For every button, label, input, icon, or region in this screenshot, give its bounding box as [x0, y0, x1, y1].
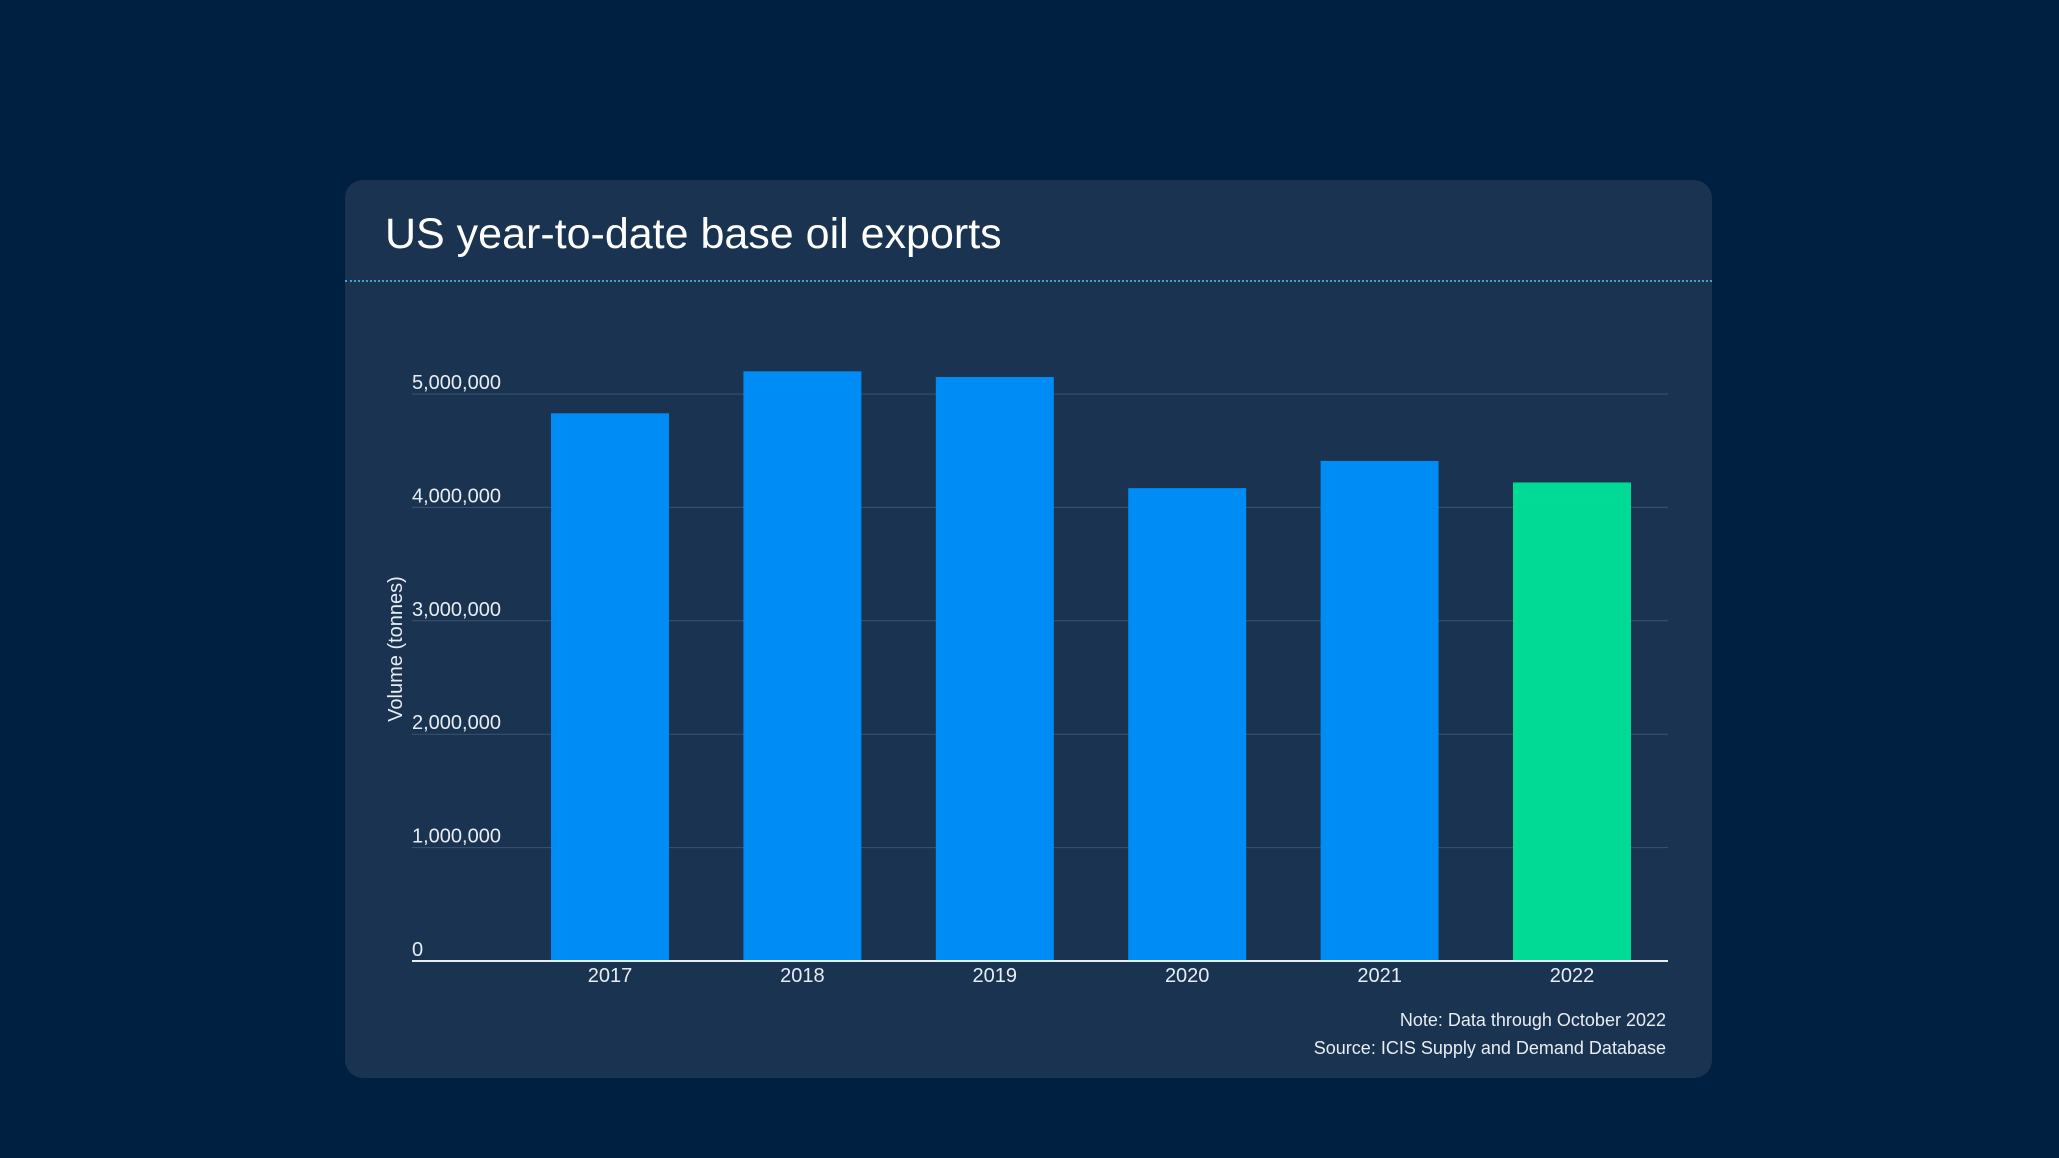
bar-2021 [1320, 460, 1439, 961]
title-divider [345, 280, 1712, 282]
y-tick-label: 4,000,000 [412, 485, 501, 507]
x-tick-label: 2020 [1165, 965, 1210, 987]
y-axis-label: Volume (tonnes) [385, 576, 407, 722]
x-tick-label: 2021 [1357, 965, 1402, 987]
x-tick-label: 2022 [1550, 965, 1595, 987]
x-tick-label: 2017 [588, 965, 633, 987]
chart-title: US year-to-date base oil exports [385, 210, 1002, 258]
bar-2020 [1128, 488, 1247, 961]
y-tick-label: 2,000,000 [412, 712, 501, 734]
y-tick-label: 1,000,000 [412, 826, 501, 848]
y-tick-label: 5,000,000 [412, 372, 501, 394]
chart-source: Source: ICIS Supply and Demand Database [1313, 1038, 1666, 1058]
bar-2017 [551, 413, 669, 961]
chart-note: Note: Data through October 2022 [1399, 1010, 1666, 1030]
bar-2018 [743, 371, 862, 961]
bar-2019 [935, 376, 1054, 961]
x-tick-label: 2019 [973, 965, 1018, 987]
y-tick-label: 3,000,000 [412, 599, 501, 621]
y-tick-label: 0 [412, 939, 423, 961]
x-tick-label: 2018 [780, 965, 825, 987]
bar-2022 [1513, 482, 1631, 961]
